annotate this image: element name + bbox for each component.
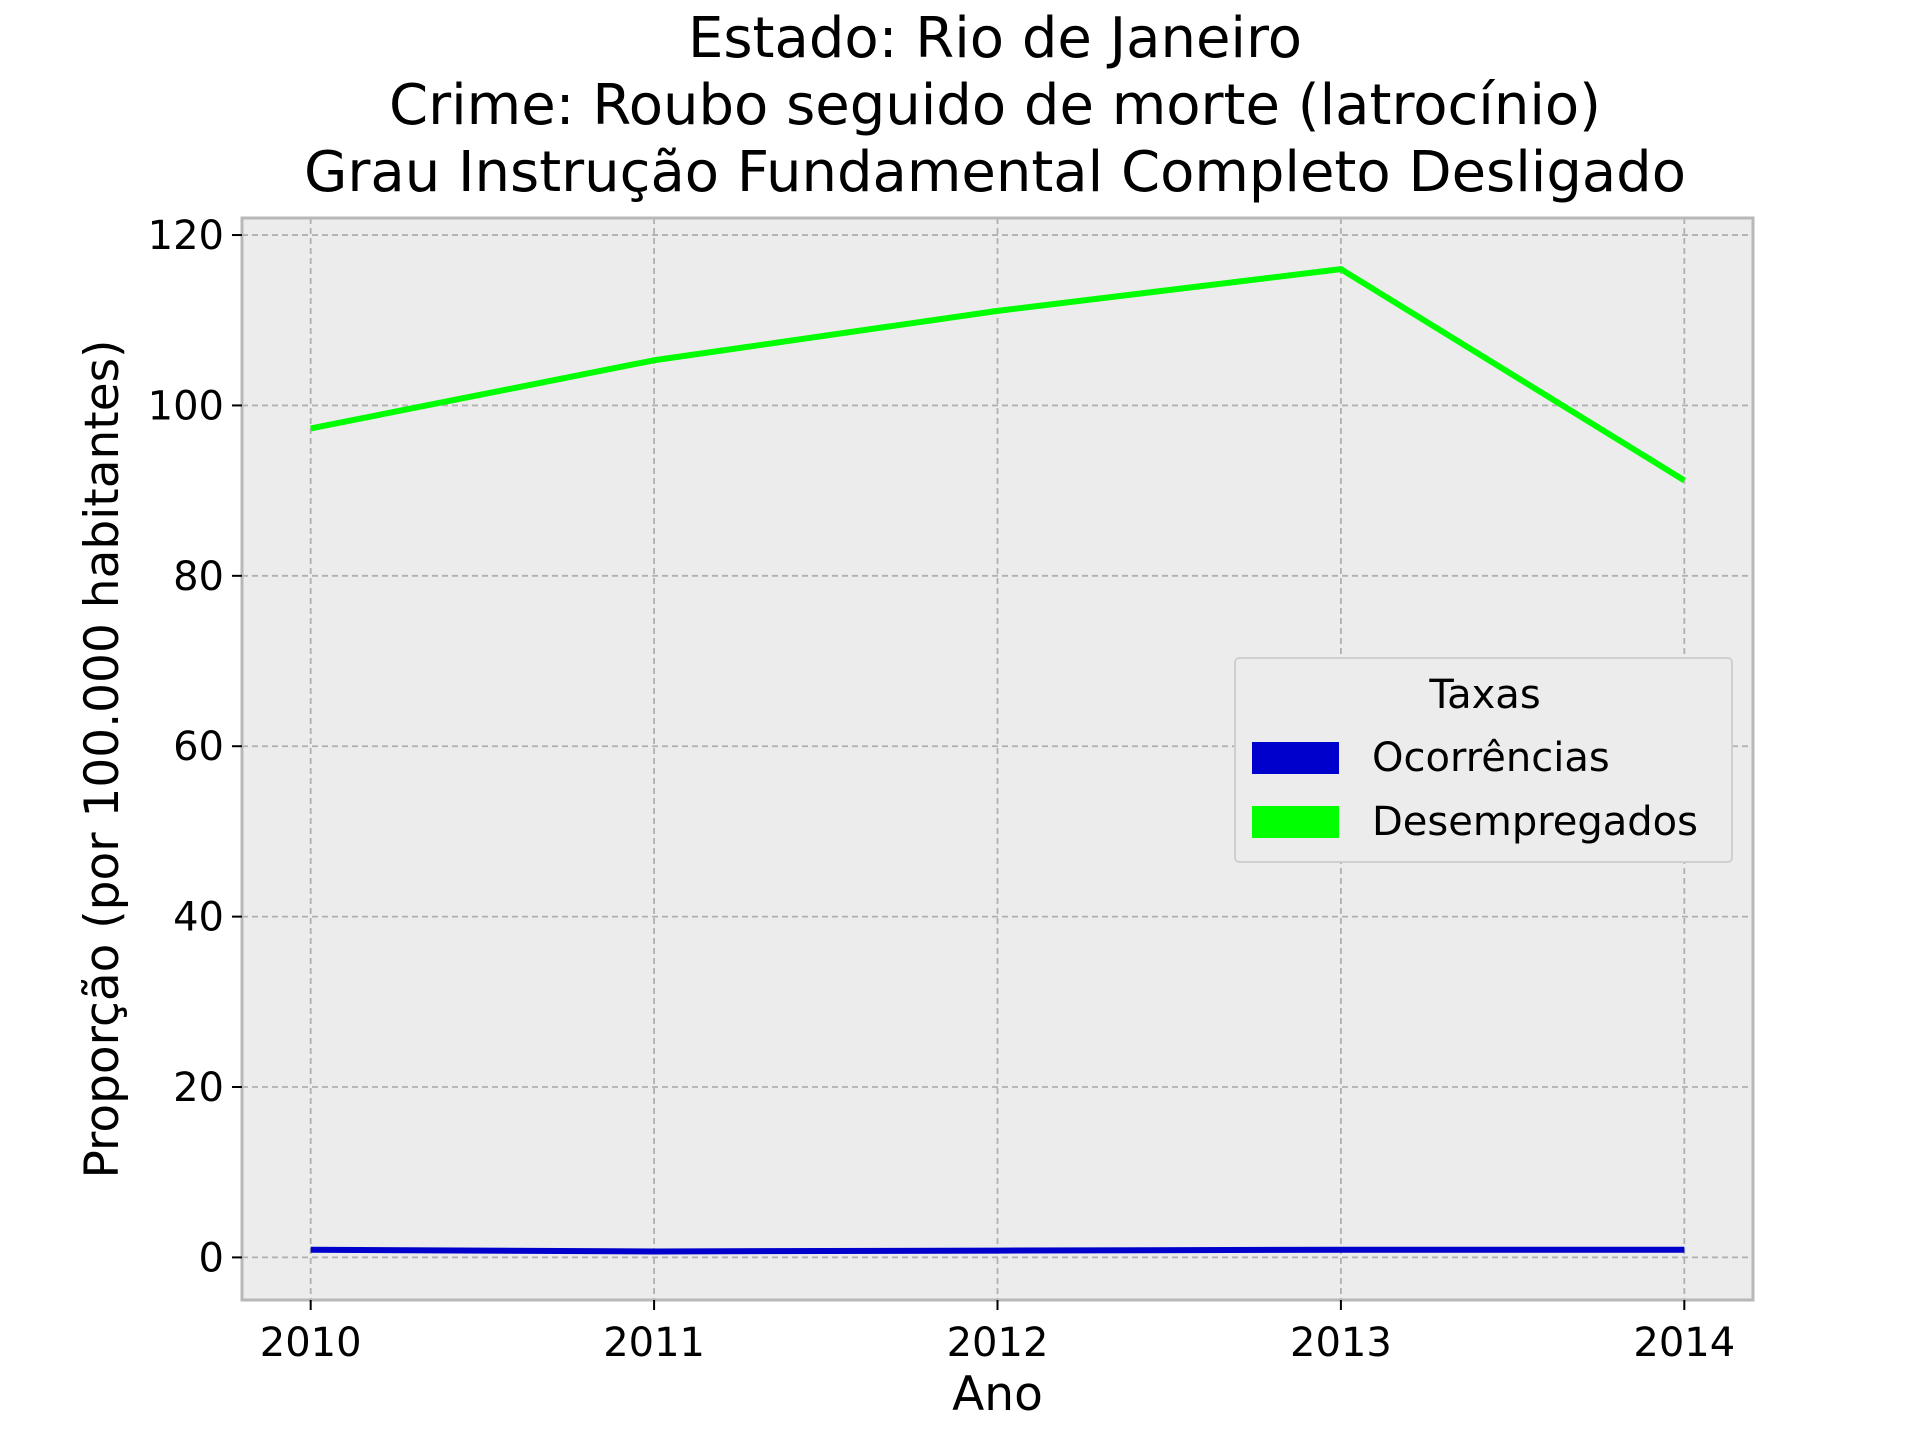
y-tick-label-80: 80 bbox=[173, 554, 224, 600]
y-tick-label-20: 20 bbox=[173, 1065, 224, 1111]
x-tick-label-2012: 2012 bbox=[947, 1320, 1049, 1366]
y-tick-label-40: 40 bbox=[173, 895, 224, 941]
x-tick-label-2011: 2011 bbox=[603, 1320, 705, 1366]
y-tick-label-60: 60 bbox=[173, 724, 224, 770]
grid-lines bbox=[242, 218, 1753, 1300]
legend-label-desempregados: Desempregados bbox=[1372, 799, 1698, 845]
series-line-desempregados bbox=[310, 266, 1686, 483]
y-axis-label: Proporção (por 100.000 habitantes) bbox=[75, 340, 130, 1179]
x-tick-label-2014: 2014 bbox=[1633, 1320, 1735, 1366]
x-axis-ticks: 2010 2011 2012 2013 2014 bbox=[260, 1300, 1735, 1366]
chart-title-line-2: Crime: Roubo seguido de morte (latrocíni… bbox=[389, 73, 1601, 138]
x-tick-label-2013: 2013 bbox=[1290, 1320, 1392, 1366]
series-lines bbox=[310, 266, 1686, 1255]
y-tick-label-100: 100 bbox=[148, 383, 224, 429]
x-axis-label: Ano bbox=[952, 1367, 1043, 1422]
chart-title-line-3: Grau Instrução Fundamental Completo Desl… bbox=[304, 140, 1686, 205]
legend-title: Taxas bbox=[1428, 672, 1540, 718]
legend: Taxas Ocorrências Desempregados bbox=[1234, 657, 1733, 863]
x-tick-label-2010: 2010 bbox=[260, 1320, 362, 1366]
legend-swatch-ocorrencias bbox=[1252, 742, 1339, 774]
y-axis-ticks: 0 20 40 60 80 100 120 bbox=[148, 213, 242, 1281]
legend-box bbox=[1234, 657, 1733, 863]
y-tick-label-0: 0 bbox=[199, 1235, 224, 1281]
chart-title-line-1: Estado: Rio de Janeiro bbox=[688, 6, 1302, 71]
series-line-ocorrencias bbox=[310, 1246, 1685, 1255]
y-tick-label-120: 120 bbox=[148, 213, 224, 259]
legend-label-ocorrencias: Ocorrências bbox=[1372, 735, 1610, 781]
legend-swatch-desempregados bbox=[1252, 806, 1339, 838]
